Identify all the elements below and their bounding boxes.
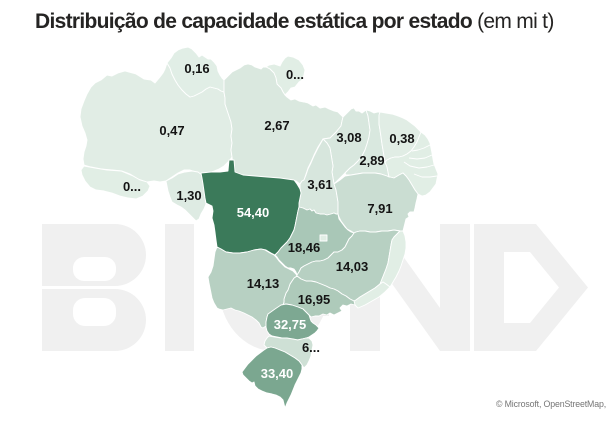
svg-text:14,13: 14,13: [247, 276, 280, 291]
svg-text:33,40: 33,40: [261, 366, 294, 381]
svg-text:1,30: 1,30: [176, 188, 201, 203]
svg-text:0,47: 0,47: [159, 123, 184, 138]
svg-text:32,75: 32,75: [274, 317, 307, 332]
svg-text:3,08: 3,08: [336, 130, 361, 145]
svg-text:0,38: 0,38: [389, 131, 414, 146]
svg-text:2,89: 2,89: [359, 153, 384, 168]
svg-text:6...: 6...: [302, 340, 320, 355]
svg-text:0,16: 0,16: [184, 61, 209, 76]
svg-text:54,40: 54,40: [237, 205, 270, 220]
svg-text:3,61: 3,61: [307, 177, 332, 192]
svg-text:0...: 0...: [286, 67, 304, 82]
svg-text:7,91: 7,91: [367, 201, 392, 216]
svg-text:14,03: 14,03: [336, 259, 369, 274]
svg-text:2,67: 2,67: [264, 118, 289, 133]
svg-text:18,46: 18,46: [288, 240, 321, 255]
svg-text:0...: 0...: [123, 179, 141, 194]
svg-text:16,95: 16,95: [298, 292, 331, 307]
